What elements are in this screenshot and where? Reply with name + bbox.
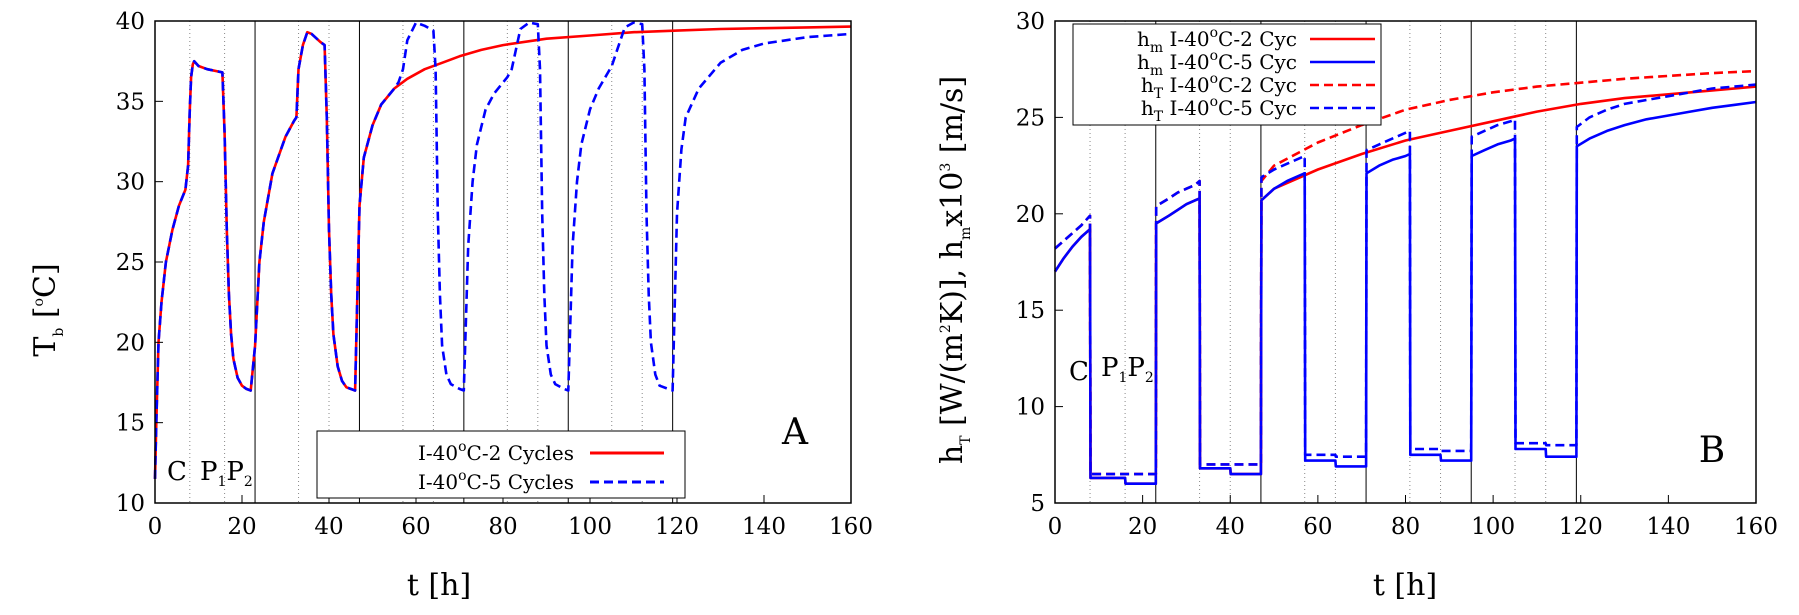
y-axis-label: Tb [oC] [28, 263, 67, 356]
legend-label: hm I-40oC-5 Cyc [1137, 48, 1297, 79]
x-tick-label: 80 [1391, 514, 1420, 540]
phase-label-c: C [1069, 357, 1089, 387]
panel-letter: B [1699, 430, 1725, 471]
series-line-0000ff-solid [1053, 100, 1757, 486]
x-tick-label: 120 [1559, 514, 1603, 540]
y-tick-label: 10 [1016, 395, 1045, 421]
panel-letter: A [781, 412, 809, 453]
y-axis-label: hT [W/(m2K)], hmx103 [m/s] [935, 76, 974, 464]
panel-a: 0 20 40 60 80 100 120 140 160 10 15 20 25 30 35 40 Tb [… [28, 9, 873, 603]
phase-label-p1: P1P2 [200, 457, 253, 490]
y-tick-label: 5 [1030, 491, 1045, 517]
y-tick-label: 30 [116, 170, 145, 196]
x-tick-label: 160 [1734, 514, 1778, 540]
phase-labels: C P1P2 [167, 457, 253, 490]
y-tick-label: 35 [116, 89, 145, 115]
y-tick-label: 20 [1016, 202, 1045, 228]
x-tick-label: 40 [314, 514, 343, 540]
legend-label: hT I-40oC-2 Cyc [1141, 71, 1297, 102]
phase-labels: C P1P2 [1069, 353, 1154, 387]
x-tick-label: 160 [829, 514, 873, 540]
series-lines [1053, 69, 1757, 486]
y-tick-label: 25 [1016, 105, 1045, 131]
x-tick-label: 100 [568, 514, 612, 540]
x-tick-label: 0 [148, 514, 163, 540]
legend-label: hm I-40oC-2 Cyc [1137, 25, 1297, 56]
x-tick-label: 140 [742, 514, 786, 540]
legend-label: I-40oC-2 Cycles [418, 439, 574, 465]
axis-ticks: 0 20 40 60 80 100 120 140 160 5 10 15 20 25 30 [1016, 9, 1778, 540]
x-tick-label: 20 [227, 514, 256, 540]
legend-label: hT I-40oC-5 Cyc [1141, 94, 1297, 125]
panel-b: 0 20 40 60 80 100 120 140 160 5 10 15 20 25 30 hT [W/(… [935, 9, 1778, 603]
x-tick-label: 60 [401, 514, 430, 540]
x-tick-label: 40 [1216, 514, 1245, 540]
x-axis-label: t [h] [1373, 568, 1437, 603]
y-tick-label: 20 [116, 330, 145, 356]
y-tick-label: 10 [116, 491, 145, 517]
legend-box [316, 430, 686, 499]
phase-label-p1: P1P2 [1101, 353, 1154, 386]
cycle-boundary-lines [189, 21, 674, 503]
x-tick-label: 0 [1048, 514, 1063, 540]
phase-label-c: C [167, 457, 187, 487]
x-tick-label: 100 [1471, 514, 1515, 540]
y-tick-label: 15 [1016, 298, 1045, 324]
x-axis-label: t [h] [407, 568, 471, 603]
x-tick-label: 140 [1646, 514, 1690, 540]
series-line-0000ff-dashed [1054, 83, 1757, 476]
y-tick-label: 25 [116, 250, 145, 276]
y-tick-label: 15 [116, 411, 145, 437]
series-line-0000ff-dashed [153, 21, 852, 479]
x-tick-label: 60 [1303, 514, 1332, 540]
legend-label: I-40oC-5 Cycles [418, 468, 574, 494]
series-lines [153, 21, 852, 479]
series-line-ff0000-solid [1053, 85, 1757, 486]
y-tick-label: 30 [1016, 9, 1045, 35]
legend: I-40oC-2 Cycles I-40oC-5 Cycles [316, 430, 686, 499]
x-tick-label: 20 [1128, 514, 1157, 540]
axis-ticks: 0 20 40 60 80 100 120 140 160 10 15 20 25 30 35 40 [116, 9, 873, 540]
x-tick-label: 80 [488, 514, 517, 540]
x-tick-label: 120 [655, 514, 699, 540]
y-tick-label: 40 [116, 9, 145, 35]
